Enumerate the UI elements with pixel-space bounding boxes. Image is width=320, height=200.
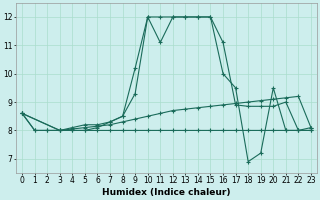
X-axis label: Humidex (Indice chaleur): Humidex (Indice chaleur) — [102, 188, 231, 197]
